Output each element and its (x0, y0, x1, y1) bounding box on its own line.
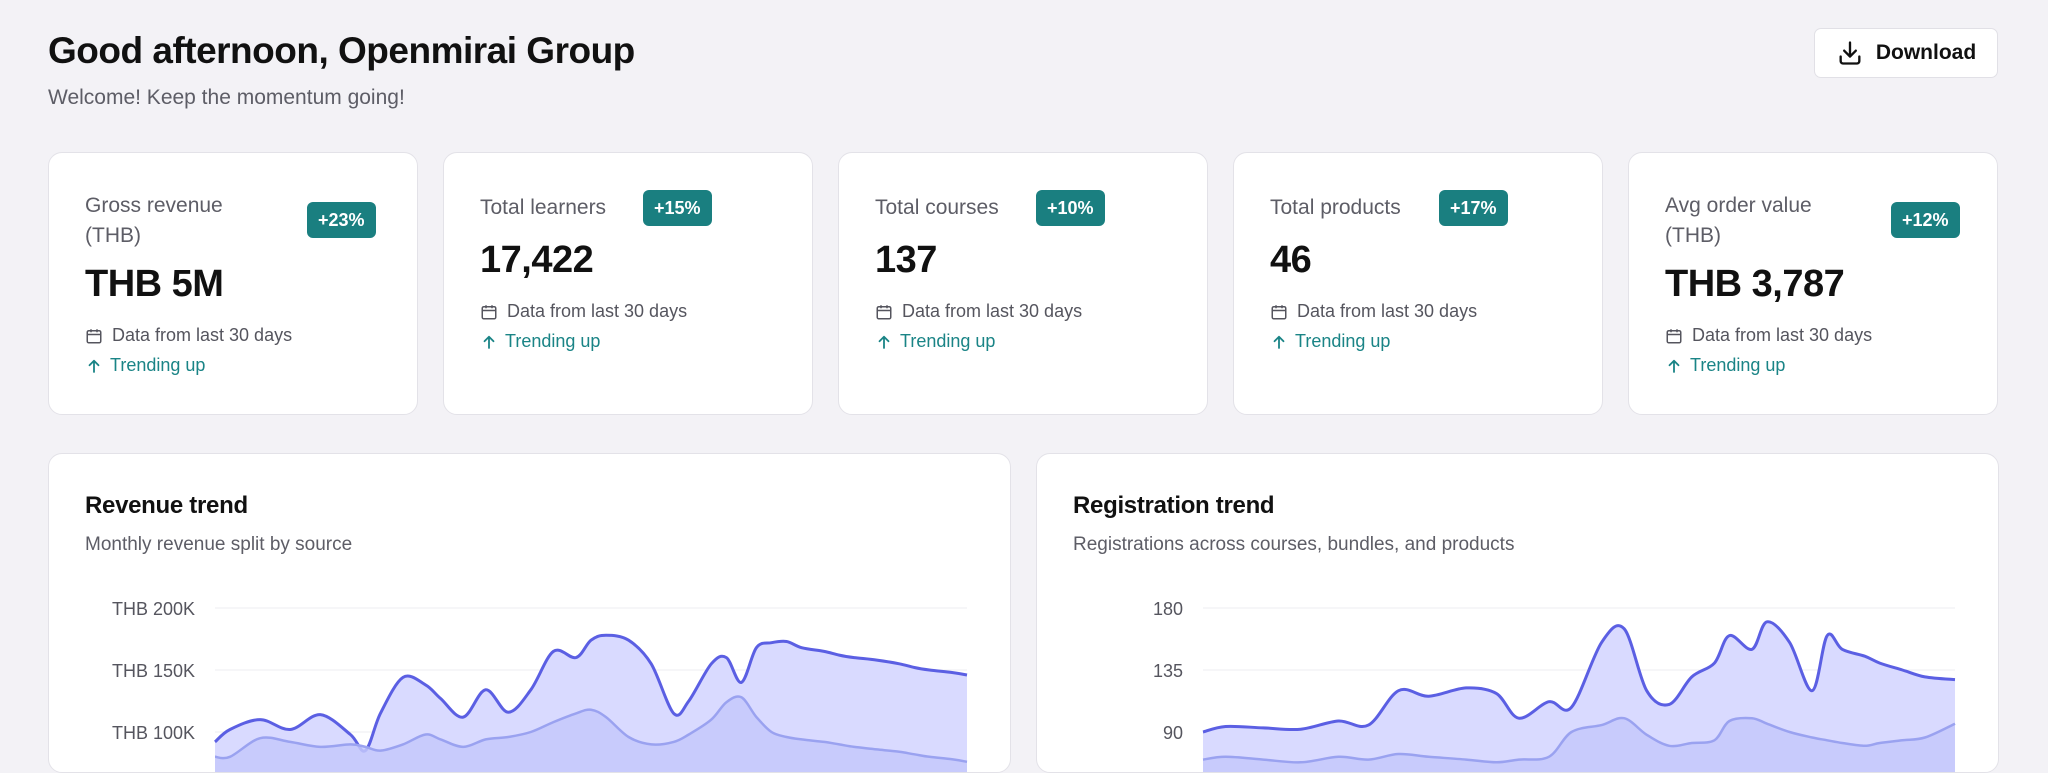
stat-card-avg-order-value: Avg order value (THB) +12% THB 3,787 Dat… (1628, 152, 1998, 415)
stat-value: THB 5M (85, 263, 224, 305)
stat-meta-text: Data from last 30 days (1692, 325, 1873, 345)
chart-title: Registration trend (1073, 492, 1275, 519)
arrow-up-icon (1668, 359, 1680, 373)
stat-meta: Data from last 30 days (480, 301, 687, 322)
arrow-up-icon (483, 335, 495, 349)
stat-label: Gross revenue (THB) (85, 194, 223, 247)
stat-label: Total learners (480, 196, 607, 219)
arrow-up-icon (878, 335, 890, 349)
stat-change-badge: +15% (643, 190, 712, 226)
chart-subtitle: Monthly revenue split by source (85, 534, 353, 555)
calendar-icon (1271, 304, 1287, 319)
stat-meta-text: Data from last 30 days (1297, 301, 1478, 321)
stat-change-badge: +23% (307, 202, 376, 238)
revenue-trend-chart: THB 200K THB 150K THB 100K (112, 599, 968, 772)
download-icon (1836, 39, 1864, 67)
stat-card-total-learners: Total learners +15% 17,422 Data from las… (443, 152, 813, 415)
stat-meta-text: Data from last 30 days (507, 301, 688, 321)
page-title: Good afternoon, Openmirai Group (48, 30, 635, 71)
stat-change-badge: +12% (1891, 202, 1960, 238)
stat-label: Avg order value (THB) (1665, 194, 1812, 247)
calendar-icon (876, 304, 892, 319)
stat-trend-text: Trending up (1295, 331, 1391, 351)
stat-trend: Trending up (480, 331, 600, 352)
calendar-icon (86, 328, 102, 343)
stat-change-badge: +17% (1439, 190, 1508, 226)
stat-trend: Trending up (85, 355, 205, 376)
registration-trend-chart: 180 135 90 (1153, 599, 1956, 772)
arrow-up-icon (1273, 335, 1285, 349)
calendar-icon (481, 304, 497, 319)
download-button[interactable]: Download (1814, 28, 1998, 78)
stat-meta: Data from last 30 days (875, 301, 1082, 322)
stat-label: Total courses (875, 196, 999, 219)
y-tick-label: 90 (1163, 723, 1183, 743)
stat-card-gross-revenue: Gross revenue (THB) +23% THB 5M Data fro… (48, 152, 418, 415)
chart-subtitle: Registrations across courses, bundles, a… (1073, 534, 1515, 555)
calendar-icon (1666, 328, 1682, 343)
download-label: Download (1875, 41, 1977, 64)
stat-card-total-products: Total products +17% 46 Data from last 30… (1233, 152, 1603, 415)
stat-trend-text: Trending up (1690, 355, 1786, 375)
series-0-line (1202, 620, 1956, 734)
stat-label: Total products (1270, 196, 1401, 219)
page-subtitle: Welcome! Keep the momentum going! (48, 86, 405, 109)
stat-meta: Data from last 30 days (85, 325, 292, 346)
stat-trend-text: Trending up (900, 331, 996, 351)
stat-meta-text: Data from last 30 days (902, 301, 1083, 321)
stat-value: 17,422 (480, 239, 594, 281)
stat-trend-text: Trending up (505, 331, 601, 351)
stat-trend: Trending up (1270, 331, 1390, 352)
revenue-trend-panel: Revenue trend Monthly revenue split by s… (48, 453, 1011, 773)
stat-meta: Data from last 30 days (1665, 325, 1872, 346)
registration-trend-panel: Registration trend Registrations across … (1036, 453, 1999, 773)
arrow-up-icon (88, 359, 100, 373)
stat-change-badge: +10% (1036, 190, 1105, 226)
stat-value: 137 (875, 239, 937, 281)
stat-trend: Trending up (875, 331, 995, 352)
stat-trend-text: Trending up (110, 355, 206, 375)
stat-trend: Trending up (1665, 355, 1785, 376)
y-tick-label: THB 200K (112, 599, 195, 619)
chart-title: Revenue trend (85, 492, 248, 519)
y-tick-label: 135 (1153, 661, 1183, 681)
stat-meta-text: Data from last 30 days (112, 325, 293, 345)
y-tick-label: THB 150K (112, 661, 195, 681)
stat-meta: Data from last 30 days (1270, 301, 1477, 322)
stat-value: THB 3,787 (1665, 263, 1845, 305)
y-tick-label: THB 100K (112, 723, 195, 743)
y-tick-label: 180 (1153, 599, 1183, 619)
stat-value: 46 (1270, 239, 1312, 281)
stat-card-total-courses: Total courses +10% 137 Data from last 30… (838, 152, 1208, 415)
